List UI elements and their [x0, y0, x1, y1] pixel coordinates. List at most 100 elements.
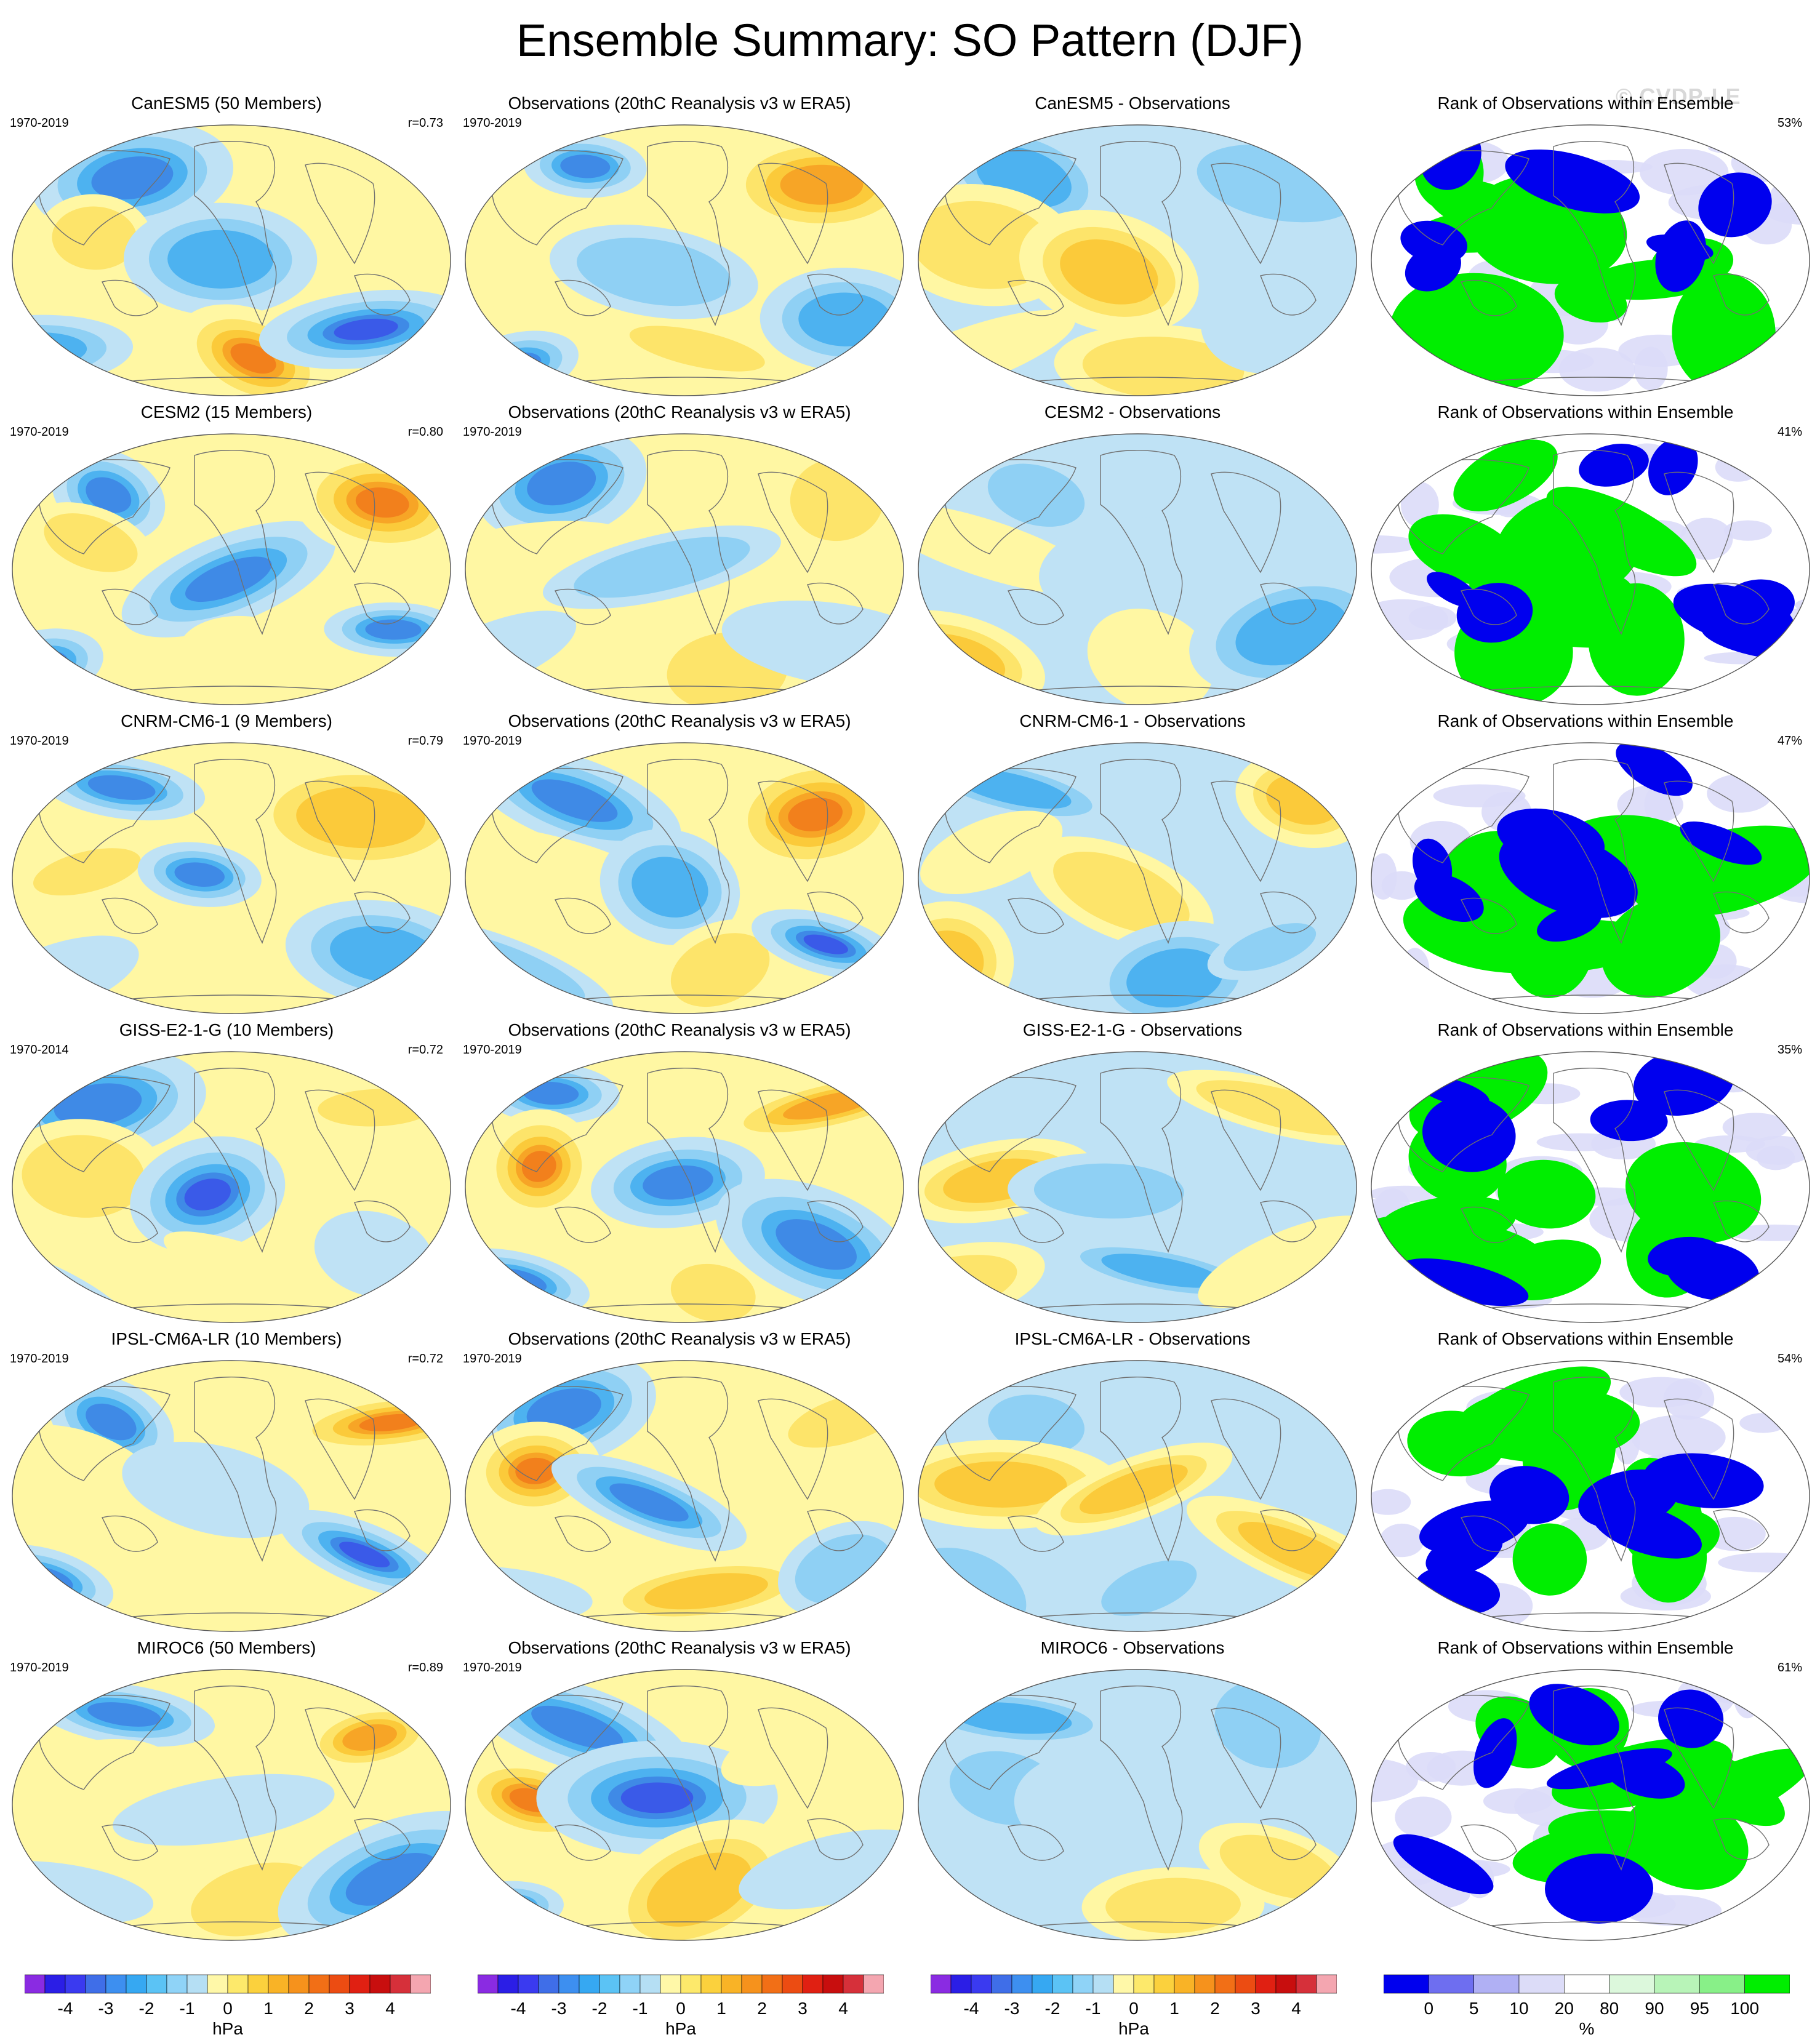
colorbar-tick-label: 20	[1554, 1999, 1574, 2018]
colorbar-swatch	[1052, 1974, 1073, 1994]
colorbar-model: -4 -3 -2 -1 0 1 2 3 4 hPa	[25, 1972, 431, 2040]
rank-percent-label: 35%	[1777, 1043, 1802, 1057]
colorbar-swatch	[802, 1974, 824, 1994]
panel-obs: Observations (20thC Reanalysis v3 w ERA5…	[453, 1328, 906, 1637]
map-field	[1371, 1360, 1810, 1632]
colorbar-swatch	[660, 1974, 681, 1994]
colorbar-tick-label: 2	[304, 1999, 314, 2018]
colorbar-swatch	[1429, 1974, 1474, 1994]
panel-title: Rank of Observations within Ensemble	[1437, 94, 1734, 113]
colorbar-tick-label: 0	[1424, 1999, 1434, 2018]
map-rank	[1369, 1666, 1812, 1943]
map-model	[10, 740, 453, 1017]
panel-rank: Rank of Observations within Ensemble 61%	[1359, 1637, 1812, 1946]
map-obs	[463, 1666, 906, 1943]
colorbar-swatch	[863, 1974, 884, 1994]
map-field	[465, 1669, 904, 1941]
panel-title: CNRM-CM6-1 - Observations	[1019, 711, 1246, 730]
colorbar-tick-label: -3	[551, 1999, 567, 2018]
colorbar-swatch	[1011, 1974, 1033, 1994]
panel-title: Rank of Observations within Ensemble	[1437, 711, 1734, 730]
colorbar-swatch	[65, 1974, 86, 1994]
colorbar-swatch	[1092, 1974, 1114, 1994]
period-label: 1970-2019	[463, 116, 522, 130]
colorbar-tick-label: -3	[1004, 1999, 1020, 2018]
colorbar-swatch	[1609, 1974, 1655, 1994]
map-field	[1371, 433, 1810, 705]
panel-title: GISS-E2-1-G - Observations	[1022, 1020, 1243, 1039]
colorbar-swatch	[700, 1974, 722, 1994]
colorbar-rank: 0 5 10 20 80 90 95 100%	[1384, 1972, 1790, 2040]
colorbar-swatch	[1174, 1974, 1195, 1994]
colorbar-ticks: 0 5 10 20 80 90 95 100	[1384, 1998, 1790, 2020]
colorbar-swatch	[268, 1974, 289, 1994]
colorbar-swatch	[1214, 1974, 1236, 1994]
colorbar-swatch	[579, 1974, 600, 1994]
panel-title: Observations (20thC Reanalysis v3 w ERA5…	[508, 1020, 851, 1039]
map-field	[918, 433, 1357, 705]
period-label: 1970-2019	[463, 1043, 522, 1057]
map-rank	[1369, 740, 1812, 1017]
period-label: 1970-2019	[10, 425, 69, 439]
colorbar-swatch	[44, 1974, 66, 1994]
colorbar-swatches	[478, 1974, 884, 1994]
map-field	[12, 1669, 451, 1941]
colorbar-swatch	[1133, 1974, 1155, 1994]
colorbar-swatch	[497, 1974, 519, 1994]
panel-title: Rank of Observations within Ensemble	[1437, 1020, 1734, 1039]
colorbar-swatch	[518, 1974, 539, 1994]
colorbar-tick-label: 80	[1600, 1999, 1619, 2018]
period-label: 1970-2014	[10, 1043, 69, 1057]
colorbar-tick-label: 3	[1251, 1999, 1261, 2018]
colorbar-observations: -4 -3 -2 -1 0 1 2 3 4 hPa	[478, 1972, 884, 2040]
colorbar-swatch	[1316, 1974, 1337, 1994]
colorbar-unit: %	[1579, 2019, 1595, 2038]
colorbar-swatch	[1473, 1974, 1520, 1994]
panel-title: Observations (20thC Reanalysis v3 w ERA5…	[508, 1329, 851, 1348]
panel-obs: Observations (20thC Reanalysis v3 w ERA5…	[453, 92, 906, 401]
colorbar-swatches	[1384, 1974, 1790, 1994]
panel-obs: Observations (20thC Reanalysis v3 w ERA5…	[453, 710, 906, 1019]
colorbar-swatch	[538, 1974, 559, 1994]
map-field	[12, 433, 451, 705]
colorbar-swatch	[761, 1974, 783, 1994]
map-diff	[916, 1358, 1359, 1634]
map-diff	[916, 122, 1359, 399]
rank-percent-label: 61%	[1777, 1661, 1802, 1674]
colorbar-swatch	[390, 1974, 411, 1994]
colorbar-swatch	[782, 1974, 803, 1994]
panel-title: MIROC6 - Observations	[1040, 1638, 1225, 1657]
colorbar-swatch	[1072, 1974, 1094, 1994]
panel-rank: Rank of Observations within Ensemble 41%	[1359, 401, 1812, 710]
colorbar-tick-label: -2	[138, 1999, 154, 2018]
colorbar-swatch	[146, 1974, 167, 1994]
colorbar-ticks: -4 -3 -2 -1 0 1 2 3 4	[931, 1998, 1337, 2020]
colorbar-swatch	[619, 1974, 641, 1994]
colorbar-tick-label: 1	[716, 1999, 726, 2018]
rank-percent-label: 41%	[1777, 425, 1802, 439]
panel-model: CNRM-CM6-1 (9 Members) 1970-2019 r=0.79	[0, 710, 453, 1019]
map-obs	[463, 431, 906, 708]
map-field	[1371, 1051, 1810, 1323]
colorbar-tick-label: 4	[385, 1999, 395, 2018]
rank-percent-label: 47%	[1777, 734, 1802, 748]
colorbar-swatch	[1296, 1974, 1317, 1994]
correlation-label: r=0.79	[407, 734, 443, 748]
colorbar-swatch	[308, 1974, 330, 1994]
colorbar-swatch	[639, 1974, 661, 1994]
map-obs	[463, 1049, 906, 1326]
period-label: 1970-2019	[10, 1661, 69, 1674]
colorbar-swatch	[1255, 1974, 1277, 1994]
colorbar-tick-label: -2	[1044, 1999, 1060, 2018]
colorbar-swatch	[1032, 1974, 1053, 1994]
colorbar-unit: hPa	[1118, 2019, 1149, 2038]
panel-rank: Rank of Observations within Ensemble 54%	[1359, 1328, 1812, 1637]
period-label: 1970-2019	[463, 1352, 522, 1366]
colorbar-swatch	[1275, 1974, 1297, 1994]
map-field	[12, 1360, 451, 1632]
colorbar-tick-label: -3	[98, 1999, 114, 2018]
panel-title: Rank of Observations within Ensemble	[1437, 1329, 1734, 1348]
map-model	[10, 1049, 453, 1326]
map-field	[1371, 1669, 1810, 1941]
